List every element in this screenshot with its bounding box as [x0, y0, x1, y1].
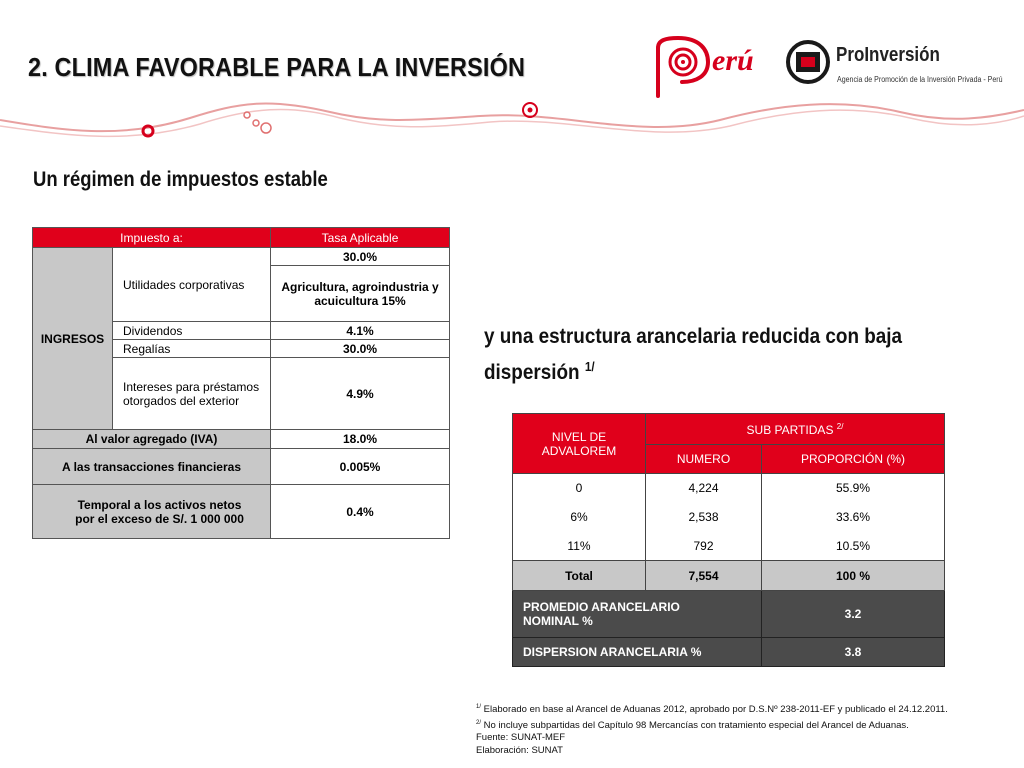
tariff-table: NIVEL DE ADVALOREM SUB PARTIDAS 2/ NUMER… — [512, 413, 945, 667]
proporcion-cell: 33.6% — [761, 502, 945, 532]
table-row: A las transacciones financieras 0.005% — [31, 448, 451, 485]
subpartidas-header: SUB PARTIDAS 2/ — [645, 413, 945, 445]
iva-label: Al valor agregado (IVA) — [31, 429, 272, 449]
promedio-label: PROMEDIO ARANCELARIO NOMINAL % — [512, 590, 762, 638]
tariff-subtitle: y una estructura arancelaria reducida co… — [484, 322, 970, 388]
footnote-2: 2/ No incluye subpartidas del Capítulo 9… — [476, 717, 948, 733]
utilidades-label: Utilidades corporativas — [111, 247, 272, 322]
table-header-row: Impuesto a: Tasa Aplicable — [31, 227, 451, 248]
proinversion-name: ProInversión — [836, 44, 940, 66]
table-row: Temporal a los activos netos por el exce… — [31, 484, 451, 539]
total-numero: 7,554 — [645, 560, 762, 591]
column-header: Tasa Aplicable — [270, 227, 451, 248]
tax-table: Impuesto a: Tasa Aplicable INGRESOS Util… — [31, 227, 451, 539]
table-row: Intereses para préstamos otorgados del e… — [33, 357, 451, 430]
footnotes: 1/ Elaborado en base al Arancel de Aduan… — [476, 701, 948, 757]
numero-cell: 4,224 — [645, 473, 762, 503]
table-header-row: NUMERO PROPORCIÓN (%) — [513, 444, 945, 474]
proporcion-cell: 55.9% — [761, 473, 945, 503]
intereses-label: Intereses para préstamos otorgados del e… — [111, 357, 272, 430]
table-row: 6% 2,538 33.6% — [512, 502, 945, 532]
page-title: 2. CLIMA FAVORABLE PARA LA INVERSIÓN — [28, 52, 526, 82]
table-header-row: NIVEL DE ADVALOREM SUB PARTIDAS 2/ — [512, 413, 945, 474]
tariff-subtitle-footnote: 1/ — [584, 359, 595, 374]
elaboration-note: Elaboración: SUNAT — [476, 744, 563, 756]
footnote-2-text: No incluye subpartidas del Capítulo 98 M… — [481, 719, 909, 731]
peru-logo-icon — [656, 36, 711, 98]
itf-rate: 0.005% — [270, 448, 451, 485]
intereses-rate: 4.9% — [270, 357, 451, 430]
decorative-swirl — [0, 102, 1024, 138]
table-row: Dividendos 4.1% — [33, 321, 451, 340]
numero-cell: 792 — [645, 531, 762, 561]
ingresos-label: INGRESOS — [32, 247, 113, 430]
nivel-cell: 0 — [512, 473, 646, 503]
utilidades-rate: 30.0% — [270, 247, 451, 266]
total-row: Total 7,554 100 % — [512, 560, 945, 591]
atan-label: Temporal a los activos netos por el exce… — [31, 484, 272, 539]
atan-rate: 0.4% — [270, 484, 451, 539]
column-header: Impuesto a: — [31, 227, 272, 248]
proporcion-cell: 10.5% — [761, 531, 945, 561]
numero-header: NUMERO — [645, 444, 762, 474]
itf-label: A las transacciones financieras — [31, 448, 272, 485]
dividendos-label: Dividendos — [111, 321, 272, 340]
regalias-label: Regalías — [111, 339, 272, 358]
subpartidas-footnote: 2/ — [836, 421, 844, 431]
peru-logo-text: erú — [712, 44, 754, 77]
nivel-cell: 11% — [512, 531, 646, 561]
dispersion-row: DISPERSION ARANCELARIA % 3.8 — [512, 637, 945, 667]
dividendos-rate: 4.1% — [270, 321, 451, 340]
dispersion-value: 3.8 — [761, 637, 945, 667]
tariff-subtitle-text: y una estructura arancelaria reducida co… — [484, 325, 903, 384]
table-row: INGRESOS Utilidades corporativas 30.0% — [32, 247, 451, 430]
nivel-cell: 6% — [512, 502, 646, 532]
footnote-2-marker: 2/ — [476, 719, 482, 726]
numero-cell: 2,538 — [645, 502, 762, 532]
total-proporcion: 100 % — [761, 560, 945, 591]
footnote-1-marker: 1/ — [476, 704, 482, 710]
subpartidas-header-text: SUB PARTIDAS — [746, 422, 834, 437]
promedio-value: 3.2 — [761, 590, 945, 638]
utilidades-special-rate: Agricultura, agroindustria y acuicultura… — [270, 265, 451, 322]
iva-rate: 18.0% — [270, 429, 451, 449]
section-subtitle: Un régimen de impuestos estable — [33, 168, 328, 191]
footnote-1: 1/ Elaborado en base al Arancel de Aduan… — [476, 701, 948, 717]
nivel-header: NIVEL DE ADVALOREM — [512, 413, 646, 474]
table-row: 0 4,224 55.9% — [512, 473, 945, 503]
table-row: Al valor agregado (IVA) 18.0% — [31, 429, 451, 449]
total-label: Total — [512, 560, 646, 591]
regalias-rate: 30.0% — [270, 339, 451, 358]
promedio-row: PROMEDIO ARANCELARIO NOMINAL % 3.2 — [512, 590, 945, 638]
footnote-1-text: Elaborado en base al Arancel de Aduanas … — [481, 704, 948, 716]
dispersion-label: DISPERSION ARANCELARIA % — [512, 637, 762, 667]
source-note: Fuente: SUNAT-MEF — [476, 732, 566, 744]
proinversion-logo-icon — [786, 40, 830, 84]
proporcion-header: PROPORCIÓN (%) — [761, 444, 945, 474]
table-row: 11% 792 10.5% — [512, 531, 945, 561]
proinversion-tagline: Agencia de Promoción de la Inversión Pri… — [837, 75, 1003, 84]
